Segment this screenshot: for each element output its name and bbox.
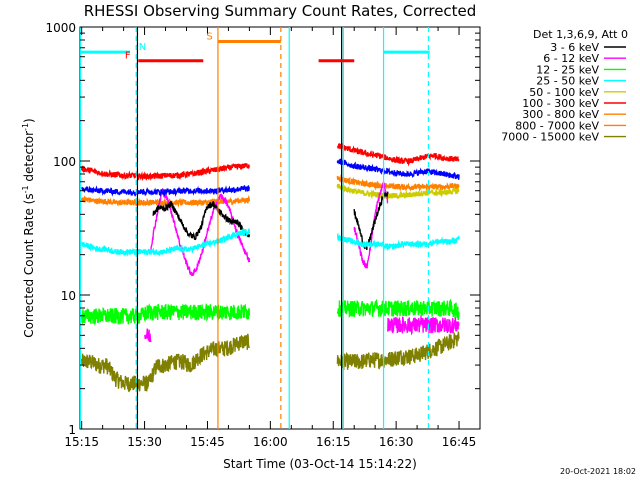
- chart-title: RHESSI Observing Summary Count Rates, Co…: [84, 2, 477, 20]
- series-line-5: [336, 142, 460, 167]
- y-axis-label-main: Corrected Count Rate (s: [22, 193, 36, 337]
- x-tick-label: 16:15: [316, 435, 351, 449]
- x-tick-label: 15:45: [190, 435, 225, 449]
- series-line-blue: [81, 184, 251, 198]
- legend-entry-label: 6 - 12 keV: [543, 52, 599, 65]
- flag-letter: N: [139, 42, 146, 53]
- series-line-8: [336, 331, 460, 370]
- legend-entry-label: 12 - 25 keV: [536, 63, 599, 76]
- legend-entry-label: 100 - 300 keV: [522, 97, 599, 110]
- series-line-3: [336, 232, 460, 252]
- x-axis-label: Start Time (03-Oct-14 15:14:22): [223, 457, 417, 471]
- series-line-2: [336, 298, 460, 321]
- flag-letter: F: [125, 51, 131, 62]
- y-tick-label: 1: [68, 423, 76, 437]
- series-line-6: [336, 174, 460, 192]
- y-tick-label: 10: [61, 289, 76, 303]
- legend-entry-label: 300 - 800 keV: [522, 108, 599, 121]
- y-axis-label: Corrected Count Rate (s-1 detector-1): [21, 118, 36, 337]
- series-line-2: [81, 303, 251, 327]
- series-line-blue: [336, 158, 460, 180]
- traces-group: [80, 27, 460, 429]
- y-axis-label-mid: detector: [22, 131, 36, 186]
- series-line-1: [150, 188, 251, 277]
- y-tick-label: 100: [53, 155, 76, 169]
- plot-area: [79, 26, 481, 430]
- x-tick-label: 15:30: [127, 435, 162, 449]
- y-axis-label-end: ): [22, 118, 36, 123]
- legend-entry-label: 50 - 100 keV: [529, 86, 599, 99]
- series-line-1: [144, 328, 152, 343]
- flag-letter: S: [206, 31, 212, 42]
- legend-entry-label: 25 - 50 keV: [536, 75, 599, 88]
- x-tick-label: 15:15: [64, 435, 99, 449]
- x-tick-label: 16:45: [442, 435, 477, 449]
- series-line-0: [152, 200, 251, 241]
- series-line-3: [81, 227, 251, 257]
- series-line-4: [336, 183, 460, 201]
- series-line-0: [353, 191, 389, 251]
- x-tick-label: 16:30: [379, 435, 414, 449]
- series-line-5: [81, 162, 251, 181]
- y-axis-label-sup2: -1: [21, 123, 30, 131]
- legend-title: Det 1,3,6,9, Att 0: [533, 28, 628, 41]
- series-line-1: [387, 314, 460, 336]
- y-tick-label: 1000: [45, 21, 76, 35]
- legend-entry-label: 800 - 7000 keV: [515, 119, 599, 132]
- plot-frame: [79, 26, 481, 430]
- x-tick-label: 16:00: [253, 435, 288, 449]
- generated-timestamp: 20-Oct-2021 18:02: [560, 467, 636, 476]
- y-axis-label-sup1: -1: [21, 185, 30, 193]
- legend-entry-label: 7000 - 15000 keV: [501, 131, 599, 144]
- series-line-8: [81, 333, 251, 393]
- legend-entry-label: 3 - 6 keV: [550, 41, 599, 54]
